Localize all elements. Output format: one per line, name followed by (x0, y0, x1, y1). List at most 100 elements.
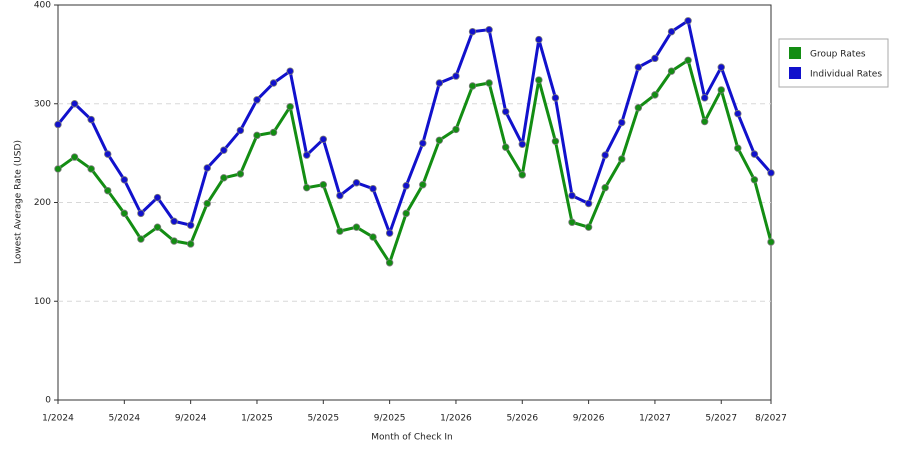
x-tick-label: 1/2025 (241, 414, 273, 424)
x-tick-label: 5/2027 (705, 414, 737, 424)
data-point (104, 186, 112, 195)
data-point (485, 25, 493, 34)
data-point (236, 126, 245, 135)
data-point (369, 233, 377, 241)
data-point (153, 223, 162, 231)
data-point (468, 82, 477, 90)
data-point (402, 182, 410, 190)
data-point (286, 67, 294, 75)
data-point (501, 143, 510, 151)
y-tick-label: 200 (34, 198, 51, 208)
data-point (584, 199, 593, 208)
data-point (535, 35, 543, 44)
y-axis-label: Lowest Average Rate (USD) (14, 140, 24, 264)
legend-label: Individual Rates (810, 70, 882, 80)
data-point (485, 79, 493, 87)
data-point (236, 170, 245, 178)
data-point (303, 151, 311, 159)
data-point (153, 193, 162, 202)
data-point (452, 125, 460, 134)
data-point (551, 137, 560, 145)
x-tick-label: 5/2024 (108, 414, 140, 424)
data-point (54, 165, 62, 173)
data-point (220, 146, 228, 154)
data-point (253, 96, 261, 104)
data-point (352, 179, 361, 187)
data-point (568, 191, 576, 200)
data-point (684, 56, 692, 64)
data-point (518, 171, 526, 179)
data-point (137, 235, 145, 243)
legend-label: Group Rates (810, 50, 866, 60)
data-point (286, 103, 294, 111)
data-point (70, 153, 79, 161)
data-point (385, 229, 394, 237)
data-point (120, 176, 129, 184)
x-tick-label: 5/2025 (307, 414, 339, 424)
data-point (435, 136, 444, 144)
data-point (87, 165, 95, 173)
data-point (667, 27, 676, 36)
x-tick-label: 1/2027 (639, 414, 671, 424)
data-point (120, 209, 129, 218)
y-tick-label: 100 (34, 297, 51, 307)
data-point (220, 174, 228, 182)
data-point (419, 181, 427, 189)
legend-swatch (789, 67, 801, 79)
data-point (684, 17, 692, 25)
data-point (700, 94, 709, 102)
data-point (634, 63, 643, 71)
y-tick-label: 400 (34, 1, 51, 11)
data-point (385, 259, 394, 267)
data-point (369, 184, 377, 193)
data-point (170, 237, 178, 245)
x-tick-label: 1/2024 (42, 414, 74, 424)
data-point (501, 107, 510, 116)
data-point (269, 128, 278, 137)
x-tick-label: 8/2027 (755, 414, 787, 424)
data-point (767, 238, 775, 246)
data-point (750, 176, 759, 184)
data-point (535, 76, 543, 84)
data-point (70, 100, 79, 108)
data-point (269, 79, 278, 87)
data-point (186, 221, 195, 229)
data-point (137, 209, 145, 218)
data-point (601, 151, 609, 159)
x-tick-label: 5/2026 (506, 414, 538, 424)
y-tick-label: 300 (34, 99, 51, 109)
data-point (186, 240, 195, 248)
data-point (651, 91, 659, 99)
data-point (435, 79, 444, 87)
data-point (104, 150, 112, 158)
data-point (634, 103, 643, 112)
data-point (352, 223, 361, 231)
data-point (518, 140, 526, 148)
data-point (87, 115, 95, 124)
data-point (402, 209, 410, 218)
data-point (717, 86, 725, 94)
data-point (336, 191, 344, 200)
data-point (468, 27, 477, 36)
x-tick-label: 1/2026 (440, 414, 472, 424)
data-point (568, 218, 576, 226)
data-point (750, 150, 759, 158)
data-point (734, 144, 742, 152)
data-point (54, 120, 62, 129)
data-point (203, 199, 211, 208)
data-point (767, 169, 775, 177)
data-point (319, 181, 328, 189)
data-point (601, 183, 609, 192)
data-point (336, 227, 344, 235)
data-point (618, 118, 626, 127)
data-point (700, 117, 709, 126)
data-point (452, 72, 460, 80)
legend-swatch (789, 47, 801, 59)
data-point (253, 131, 261, 140)
data-point (551, 94, 560, 102)
data-point (734, 109, 742, 118)
data-point (667, 67, 676, 75)
y-tick-label: 0 (45, 396, 51, 406)
x-tick-label: 9/2024 (175, 414, 207, 424)
